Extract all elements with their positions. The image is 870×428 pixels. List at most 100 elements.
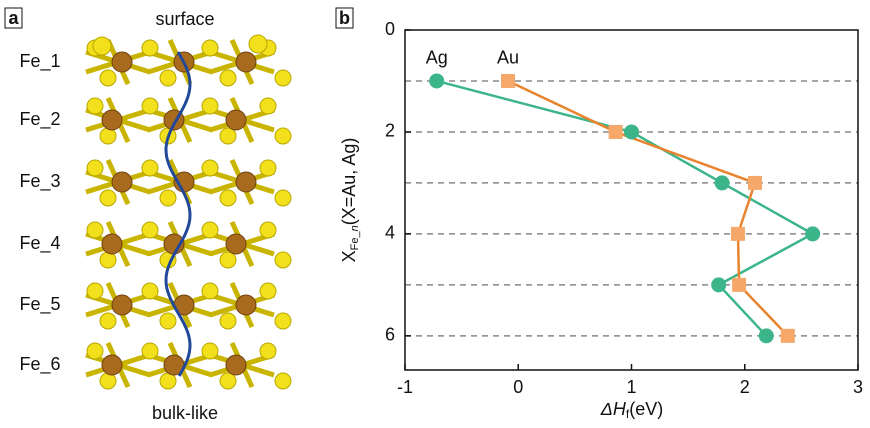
atom xyxy=(142,222,158,238)
x-tick-label: 0 xyxy=(513,377,523,397)
atom xyxy=(160,190,176,206)
marker xyxy=(759,328,774,343)
layer-label: Fe_2 xyxy=(19,109,60,130)
y-label-rest: (X=Au, Ag) xyxy=(339,138,359,226)
y-tick-label: 6 xyxy=(385,325,395,345)
marker xyxy=(609,125,623,139)
x-tick-label: 1 xyxy=(626,377,636,397)
atom xyxy=(100,70,116,86)
atom xyxy=(226,110,246,130)
x-tick-label: -1 xyxy=(397,377,413,397)
atom xyxy=(87,160,103,176)
atom xyxy=(160,70,176,86)
atom xyxy=(202,222,218,238)
atom xyxy=(102,110,122,130)
series-label: Au xyxy=(497,48,519,68)
atom xyxy=(220,313,236,329)
marker xyxy=(805,226,820,241)
layer-label: Fe_6 xyxy=(19,354,60,375)
atom xyxy=(202,40,218,56)
atom xyxy=(275,373,291,389)
atom xyxy=(249,35,267,53)
marker xyxy=(731,227,745,241)
atom xyxy=(275,128,291,144)
atom xyxy=(100,190,116,206)
atom xyxy=(260,222,276,238)
atom xyxy=(275,252,291,268)
atom xyxy=(112,52,132,72)
marker xyxy=(501,74,515,88)
atom xyxy=(93,37,111,55)
atom xyxy=(87,222,103,238)
x-tick-label: 3 xyxy=(853,377,863,397)
atom xyxy=(87,343,103,359)
layer-label: Fe_5 xyxy=(19,294,60,315)
marker xyxy=(429,73,444,88)
atom xyxy=(160,313,176,329)
atom xyxy=(142,343,158,359)
atom xyxy=(112,172,132,192)
atom xyxy=(220,128,236,144)
atom xyxy=(275,70,291,86)
atom xyxy=(226,355,246,375)
panel-a: a surface bulk-like Fe_1 Fe_2 Fe_3 Fe_4 Fe_5… xyxy=(5,8,291,423)
atom xyxy=(102,355,122,375)
layer-label: Fe_1 xyxy=(19,51,60,72)
figure: a surface bulk-like Fe_1Fe_2Fe_3Fe_4Fe_5… xyxy=(0,0,870,428)
atom xyxy=(260,343,276,359)
top-label: surface xyxy=(155,9,214,29)
marker xyxy=(732,278,746,292)
x-axis-label: ΔHf(eV) xyxy=(600,399,663,421)
series-label: Ag xyxy=(426,48,448,68)
panel-label: b xyxy=(339,8,350,28)
atom xyxy=(202,160,218,176)
atom xyxy=(142,40,158,56)
y-tick-label: 2 xyxy=(385,121,395,141)
atom xyxy=(236,172,256,192)
atom xyxy=(220,252,236,268)
x-label-symbol: ΔH xyxy=(600,399,627,419)
atom xyxy=(220,70,236,86)
atom xyxy=(142,98,158,114)
y-label-sub: Fe_ xyxy=(349,230,361,250)
atom xyxy=(202,343,218,359)
x-tick-label: 2 xyxy=(740,377,750,397)
atom xyxy=(87,283,103,299)
marker xyxy=(711,277,726,292)
series-line xyxy=(437,81,813,336)
atom xyxy=(202,98,218,114)
atom xyxy=(102,234,122,254)
atom xyxy=(275,313,291,329)
atom xyxy=(275,190,291,206)
y-label-symbol: X xyxy=(339,250,359,262)
atom xyxy=(87,98,103,114)
atom xyxy=(220,190,236,206)
structure xyxy=(86,35,291,389)
layer-label: Fe_4 xyxy=(19,233,60,254)
panel-label: a xyxy=(8,8,19,28)
atom xyxy=(260,98,276,114)
atom xyxy=(100,252,116,268)
atom xyxy=(226,234,246,254)
atom xyxy=(142,160,158,176)
atom xyxy=(142,283,158,299)
atom xyxy=(220,373,236,389)
atom xyxy=(100,313,116,329)
layer-label: Fe_3 xyxy=(19,171,60,192)
atom xyxy=(100,128,116,144)
atom xyxy=(260,283,276,299)
marker xyxy=(715,175,730,190)
marker xyxy=(748,176,762,190)
atom xyxy=(202,283,218,299)
bottom-label: bulk-like xyxy=(152,403,218,423)
marker xyxy=(624,124,639,139)
x-label-unit: (eV) xyxy=(629,399,663,419)
atom xyxy=(260,160,276,176)
y-tick-label: 0 xyxy=(385,19,395,39)
atom xyxy=(100,373,116,389)
y-axis-label: XFe_n(X=Au, Ag) xyxy=(339,138,361,263)
y-tick-label: 4 xyxy=(385,223,395,243)
panel-b: b -1 0 1 2 3 0 2 4 6 ΔHf(eV) XFe_n(X=Au, Ag) Ag Au xyxy=(336,8,863,421)
atom xyxy=(112,295,132,315)
series-line xyxy=(508,81,788,336)
